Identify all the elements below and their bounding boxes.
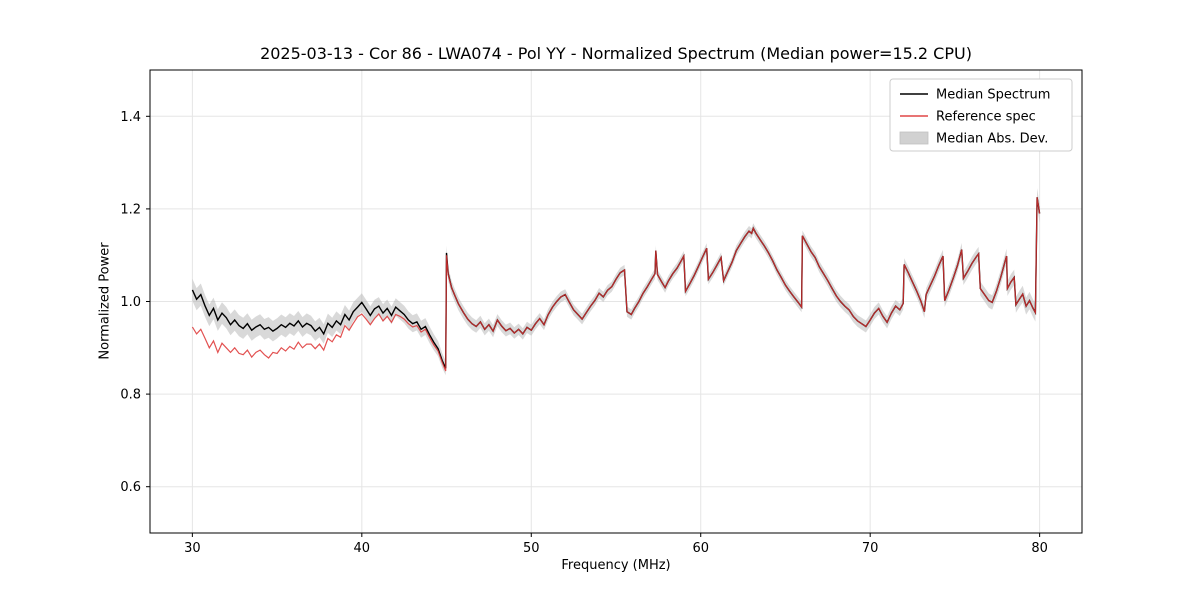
x-tick-label: 40 (354, 541, 371, 556)
mad-band (192, 188, 1040, 376)
x-tick-label: 70 (862, 541, 879, 556)
x-tick-label: 50 (523, 541, 540, 556)
x-tick-label: 60 (692, 541, 709, 556)
legend-label: Median Spectrum (936, 88, 1050, 103)
legend-box (889, 78, 1073, 152)
legend-label: Reference spec (936, 110, 1036, 125)
y-tick-label: 0.6 (120, 480, 141, 495)
y-tick-label: 1.0 (120, 295, 141, 310)
x-tick-label: 30 (184, 541, 201, 556)
x-tick-label: 80 (1031, 541, 1048, 556)
y-tick-label: 0.8 (120, 388, 141, 403)
legend-swatch-band (899, 131, 929, 145)
reference-spectrum-line (191, 197, 1041, 372)
legend-label: Median Abs. Dev. (936, 132, 1048, 147)
y-tick-label: 1.2 (120, 202, 141, 217)
y-tick-label: 1.4 (120, 110, 141, 125)
chart-title: 2025-03-13 - Cor 86 - LWA074 - Pol YY - … (260, 44, 972, 63)
x-axis-label: Frequency (MHz) (561, 558, 671, 573)
